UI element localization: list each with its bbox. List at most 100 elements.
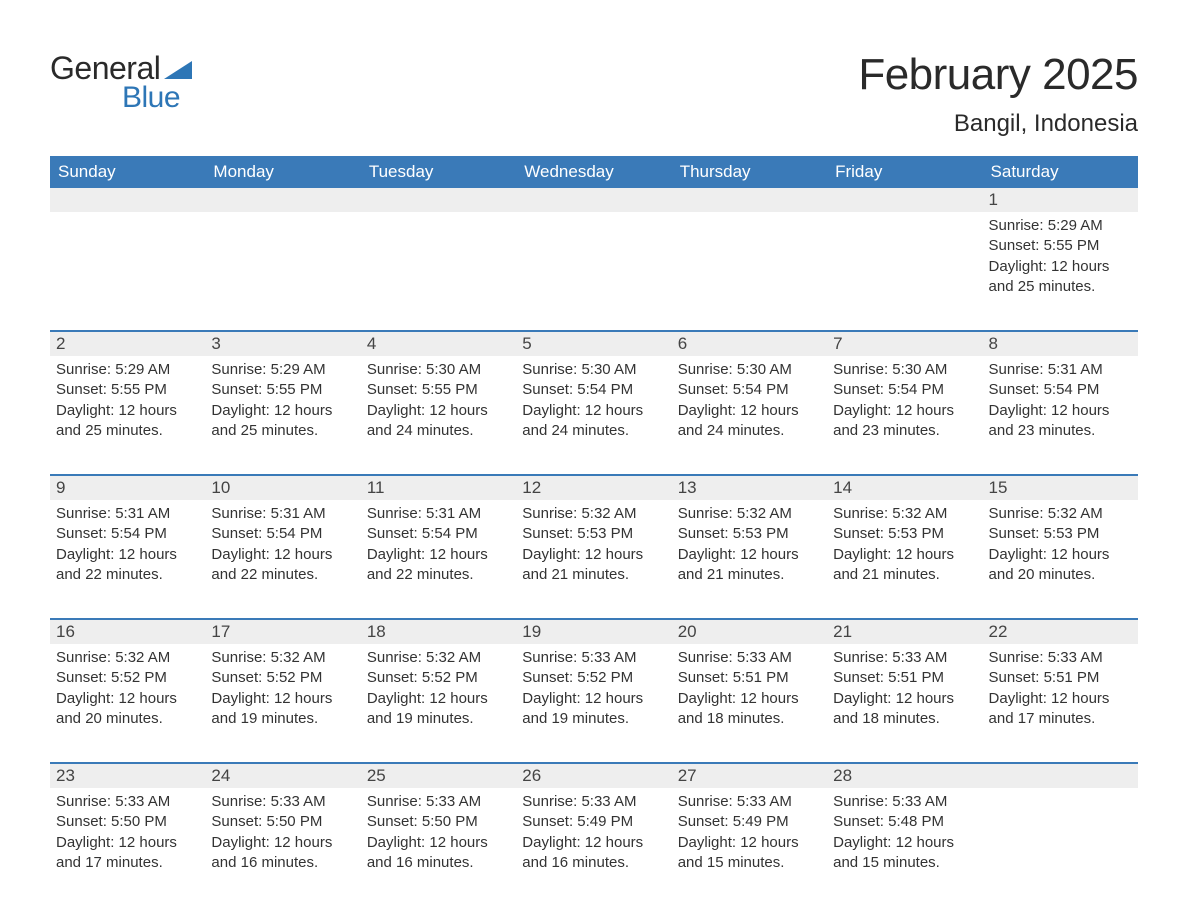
daylight-text: Daylight: 12 hours and 18 minutes. [678,689,821,730]
day-details [50,212,205,226]
sunset-text: Sunset: 5:55 PM [989,236,1132,256]
logo-triangle-icon [164,61,192,79]
day-details: Sunrise: 5:30 AMSunset: 5:55 PMDaylight:… [361,356,516,451]
daylight-text: Daylight: 12 hours and 21 minutes. [522,545,665,586]
calendar-day [672,188,827,314]
daylight-text: Daylight: 12 hours and 23 minutes. [833,401,976,442]
sunrise-text: Sunrise: 5:32 AM [678,504,821,524]
day-number: 25 [361,764,516,788]
day-number: 23 [50,764,205,788]
calendar-day: 19Sunrise: 5:33 AMSunset: 5:52 PMDayligh… [516,620,671,746]
day-details: Sunrise: 5:30 AMSunset: 5:54 PMDaylight:… [516,356,671,451]
sunset-text: Sunset: 5:50 PM [56,812,199,832]
day-details: Sunrise: 5:29 AMSunset: 5:55 PMDaylight:… [205,356,360,451]
sunset-text: Sunset: 5:49 PM [678,812,821,832]
weeks-container: 1Sunrise: 5:29 AMSunset: 5:55 PMDaylight… [50,188,1138,890]
day-details [672,212,827,226]
sunrise-text: Sunrise: 5:33 AM [56,792,199,812]
day-details [205,212,360,226]
sunset-text: Sunset: 5:54 PM [367,524,510,544]
calendar-day: 1Sunrise: 5:29 AMSunset: 5:55 PMDaylight… [983,188,1138,314]
calendar-day [205,188,360,314]
calendar-day [361,188,516,314]
sunset-text: Sunset: 5:54 PM [56,524,199,544]
logo: General Blue [50,50,192,115]
daylight-text: Daylight: 12 hours and 18 minutes. [833,689,976,730]
day-details: Sunrise: 5:29 AMSunset: 5:55 PMDaylight:… [50,356,205,451]
calendar-day: 22Sunrise: 5:33 AMSunset: 5:51 PMDayligh… [983,620,1138,746]
sunrise-text: Sunrise: 5:29 AM [56,360,199,380]
day-details: Sunrise: 5:30 AMSunset: 5:54 PMDaylight:… [827,356,982,451]
day-number: 8 [983,332,1138,356]
sunset-text: Sunset: 5:53 PM [989,524,1132,544]
day-number: 14 [827,476,982,500]
calendar-day [983,764,1138,890]
day-number [361,188,516,212]
day-number: 12 [516,476,671,500]
day-details: Sunrise: 5:33 AMSunset: 5:51 PMDaylight:… [672,644,827,739]
day-number: 17 [205,620,360,644]
day-details [983,788,1138,802]
calendar-day: 21Sunrise: 5:33 AMSunset: 5:51 PMDayligh… [827,620,982,746]
day-number: 28 [827,764,982,788]
sunrise-text: Sunrise: 5:31 AM [211,504,354,524]
calendar-week: 2Sunrise: 5:29 AMSunset: 5:55 PMDaylight… [50,330,1138,458]
day-number: 2 [50,332,205,356]
sunset-text: Sunset: 5:53 PM [678,524,821,544]
day-number: 4 [361,332,516,356]
day-details: Sunrise: 5:33 AMSunset: 5:50 PMDaylight:… [205,788,360,883]
day-number: 1 [983,188,1138,212]
day-details: Sunrise: 5:31 AMSunset: 5:54 PMDaylight:… [205,500,360,595]
sunrise-text: Sunrise: 5:30 AM [367,360,510,380]
calendar-day: 26Sunrise: 5:33 AMSunset: 5:49 PMDayligh… [516,764,671,890]
day-details: Sunrise: 5:32 AMSunset: 5:53 PMDaylight:… [827,500,982,595]
day-number: 10 [205,476,360,500]
calendar-week: 16Sunrise: 5:32 AMSunset: 5:52 PMDayligh… [50,618,1138,746]
day-number: 15 [983,476,1138,500]
sunset-text: Sunset: 5:55 PM [56,380,199,400]
sunrise-text: Sunrise: 5:32 AM [56,648,199,668]
daylight-text: Daylight: 12 hours and 21 minutes. [678,545,821,586]
sunrise-text: Sunrise: 5:30 AM [522,360,665,380]
calendar-day: 16Sunrise: 5:32 AMSunset: 5:52 PMDayligh… [50,620,205,746]
day-number: 22 [983,620,1138,644]
daylight-text: Daylight: 12 hours and 25 minutes. [989,257,1132,298]
sunrise-text: Sunrise: 5:32 AM [833,504,976,524]
calendar-day: 12Sunrise: 5:32 AMSunset: 5:53 PMDayligh… [516,476,671,602]
day-number: 13 [672,476,827,500]
day-details [516,212,671,226]
day-details: Sunrise: 5:32 AMSunset: 5:53 PMDaylight:… [983,500,1138,595]
calendar-day: 10Sunrise: 5:31 AMSunset: 5:54 PMDayligh… [205,476,360,602]
day-details: Sunrise: 5:33 AMSunset: 5:52 PMDaylight:… [516,644,671,739]
sunset-text: Sunset: 5:54 PM [211,524,354,544]
sunset-text: Sunset: 5:48 PM [833,812,976,832]
daylight-text: Daylight: 12 hours and 20 minutes. [56,689,199,730]
calendar-day: 27Sunrise: 5:33 AMSunset: 5:49 PMDayligh… [672,764,827,890]
sunset-text: Sunset: 5:55 PM [367,380,510,400]
daylight-text: Daylight: 12 hours and 16 minutes. [522,833,665,874]
calendar-day: 6Sunrise: 5:30 AMSunset: 5:54 PMDaylight… [672,332,827,458]
calendar-day: 4Sunrise: 5:30 AMSunset: 5:55 PMDaylight… [361,332,516,458]
day-number: 18 [361,620,516,644]
calendar-day: 25Sunrise: 5:33 AMSunset: 5:50 PMDayligh… [361,764,516,890]
daylight-text: Daylight: 12 hours and 22 minutes. [211,545,354,586]
location-label: Bangil, Indonesia [858,110,1138,138]
calendar-day: 7Sunrise: 5:30 AMSunset: 5:54 PMDaylight… [827,332,982,458]
day-number [50,188,205,212]
day-number: 21 [827,620,982,644]
sunrise-text: Sunrise: 5:33 AM [522,648,665,668]
calendar-week: 1Sunrise: 5:29 AMSunset: 5:55 PMDaylight… [50,188,1138,314]
daylight-text: Daylight: 12 hours and 15 minutes. [678,833,821,874]
sunrise-text: Sunrise: 5:30 AM [833,360,976,380]
calendar-day: 23Sunrise: 5:33 AMSunset: 5:50 PMDayligh… [50,764,205,890]
calendar-day: 2Sunrise: 5:29 AMSunset: 5:55 PMDaylight… [50,332,205,458]
sunset-text: Sunset: 5:51 PM [989,668,1132,688]
sunrise-text: Sunrise: 5:32 AM [989,504,1132,524]
day-number: 26 [516,764,671,788]
sunrise-text: Sunrise: 5:33 AM [989,648,1132,668]
daylight-text: Daylight: 12 hours and 19 minutes. [211,689,354,730]
calendar-day: 18Sunrise: 5:32 AMSunset: 5:52 PMDayligh… [361,620,516,746]
calendar-day [827,188,982,314]
calendar-day: 28Sunrise: 5:33 AMSunset: 5:48 PMDayligh… [827,764,982,890]
calendar-day [516,188,671,314]
